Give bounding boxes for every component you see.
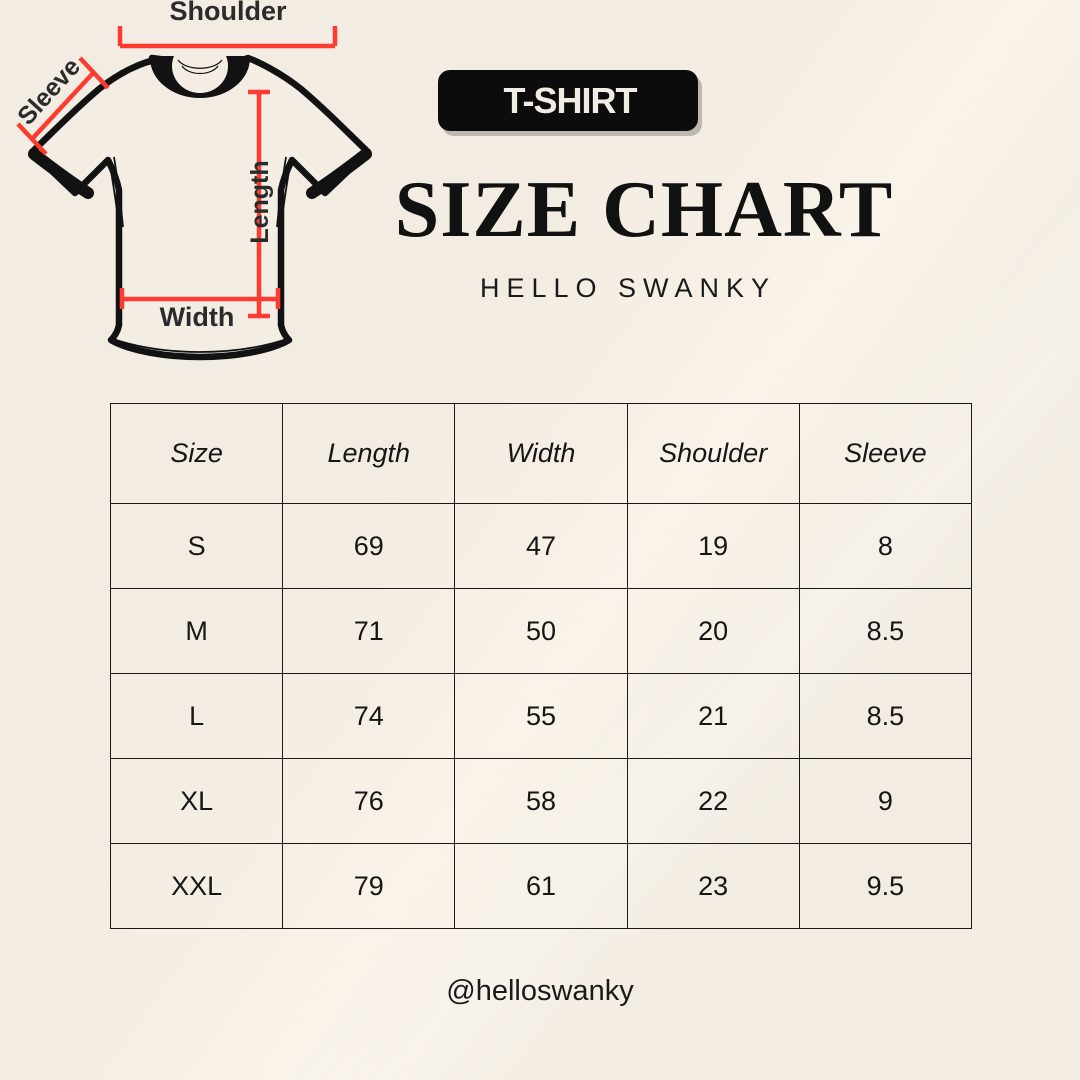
svg-text:Shoulder: Shoulder: [169, 0, 286, 26]
svg-text:Length: Length: [246, 160, 274, 243]
svg-text:Width: Width: [160, 302, 235, 332]
